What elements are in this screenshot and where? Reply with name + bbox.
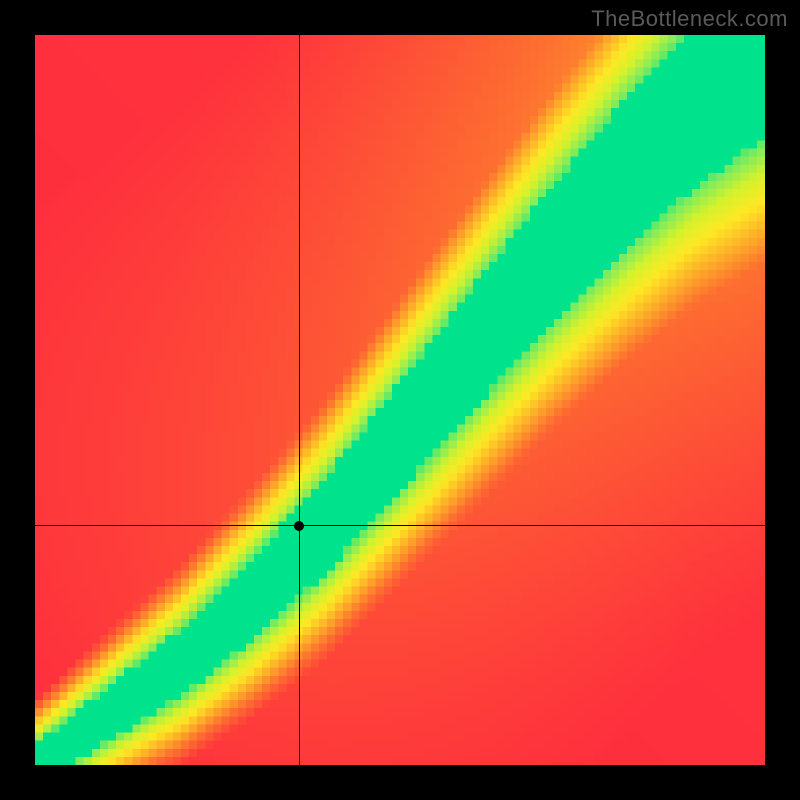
heatmap-plot bbox=[35, 35, 765, 765]
crosshair-horizontal bbox=[35, 525, 765, 526]
crosshair-dot bbox=[294, 521, 304, 531]
watermark-text: TheBottleneck.com bbox=[591, 6, 788, 32]
heatmap-canvas bbox=[35, 35, 765, 765]
crosshair-vertical bbox=[299, 35, 300, 765]
chart-container: TheBottleneck.com bbox=[0, 0, 800, 800]
